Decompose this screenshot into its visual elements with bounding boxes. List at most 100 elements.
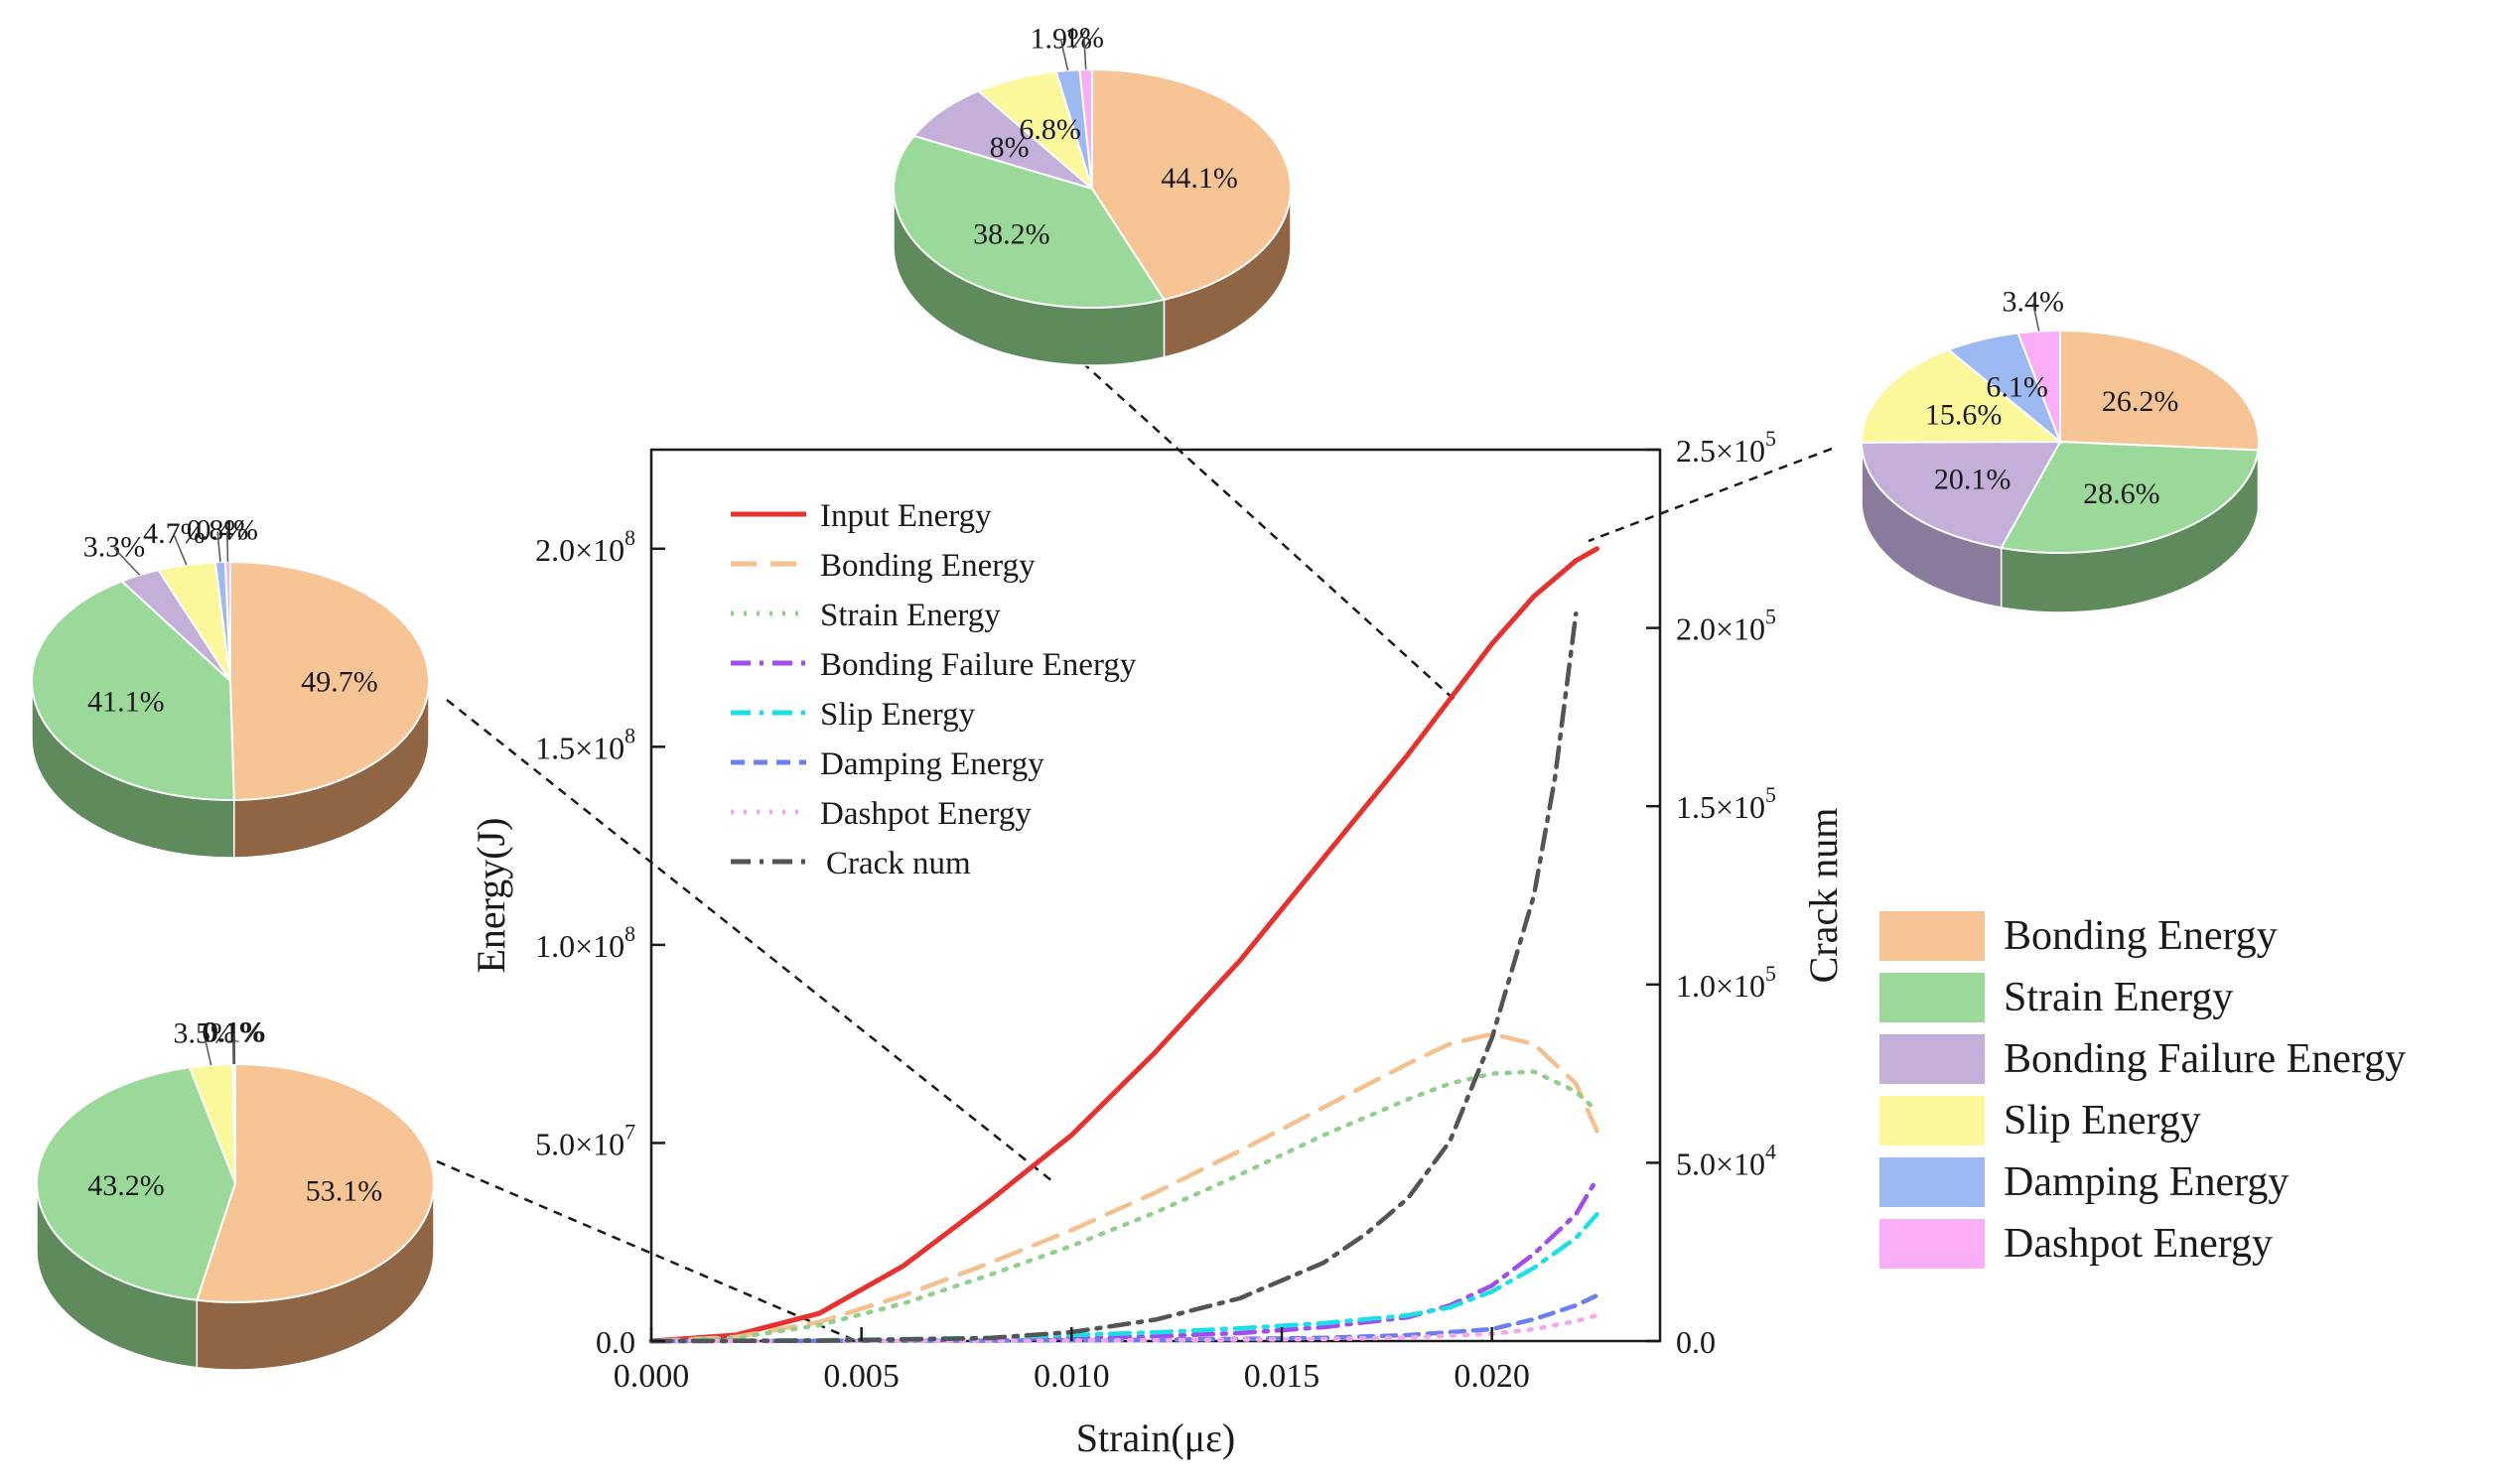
series-dashpot-energy [648,1312,1599,1344]
pie-value-label: 20.1% [1934,464,2011,496]
series-bonding-energy [648,1031,1599,1344]
pie-leader-line [2031,303,2040,332]
x-tick-label: 0.005 [823,1358,900,1395]
pie-leader-line [113,547,141,576]
pie-value-label: 43.2% [87,1169,165,1202]
y-tick-label: 1.0×108 [535,922,635,964]
pie-value-label: 28.6% [2083,477,2160,510]
y2-tick-label: 2.5×105 [1676,427,1776,469]
pie-slice [2000,440,2260,554]
pie-connector-lines [436,361,1833,1344]
pie-slice [229,560,430,801]
y2-axis-ticks: 0.0 5.0×104 1.0×105 1.5×105 2.0×105 2.5×105 [1646,427,1776,1360]
pie-leader-line [173,534,188,566]
line-chart: 0.000 0.005 0.010 0.015 0.020 0.0 5.0×107 1.0×… [469,427,1846,1460]
x-axis-ticks: 0.000 0.005 0.010 0.015 0.020 [614,1327,1530,1395]
pie-leader-line [226,531,229,563]
series-crack-num [648,610,1579,1344]
pie-value-label: 6.1% [1986,370,2048,403]
y-axis-ticks: 0.0 5.0×107 1.0×108 1.5×108 2.0×108 [535,526,665,1360]
pie-leader-line [216,531,221,563]
y2-tick-label: 5.0×104 [1676,1140,1776,1181]
pie-legend-swatch [1879,1034,1985,1084]
pie-slice [2016,329,2061,443]
pie-leader-line [231,1033,234,1065]
pie-value-label: 6.8% [1019,113,1081,146]
pie-slice [36,1066,237,1301]
legend-label: Strain Energy [820,598,1001,633]
pie-slice [2059,329,2260,452]
x-tick-label: 0.000 [614,1358,690,1395]
pie-value-label: 53.1% [306,1174,383,1207]
pie-chart: 26.2% 28.6% 20.1% 15.6%6.1% 3.4% [1860,285,2260,613]
pie-leader-line [1083,39,1087,70]
pie-legend-label: Slip Energy [2004,1098,2201,1144]
pie-value-label: 3.3% [83,530,146,563]
pie-value-label: 3.4% [2002,285,2064,318]
pie-slice [1860,348,2063,444]
pie-value-label: 3.5% [173,1017,235,1050]
pie-legend-swatch [1879,1157,1985,1207]
legend-label: Bonding Energy [820,548,1036,584]
pie-value-label: 38.2% [973,218,1050,251]
pie-value-label: 1.9% [1030,23,1092,56]
x-tick-label: 0.010 [1034,1358,1110,1395]
y2-axis-label: Crack num [1801,808,1846,984]
y-tick-label: 0.0 [596,1324,635,1360]
connector-line [1081,361,1456,701]
pie-legend-swatch [1879,973,1985,1022]
x-tick-label: 0.015 [1244,1358,1320,1395]
pie-value-label: 26.2% [2102,385,2179,418]
y-tick-label: 1.5×108 [535,724,635,765]
pie-slice [893,134,1167,309]
pie-legend-label: Bonding Energy [2004,913,2278,959]
y2-tick-label: 0.0 [1676,1324,1716,1360]
pie-value-label: 49.7% [301,665,378,698]
pie-value-label: 44.1% [1161,162,1238,195]
series-layer [648,546,1599,1344]
legend-label: Damping Energy [820,746,1044,782]
legend-label: Bonding Failure Energy [820,647,1137,683]
y-axis-label: Energy(J) [469,818,513,974]
y2-tick-label: 1.0×105 [1676,962,1776,1004]
pie-value-label: 8% [990,131,1030,164]
legend-label: Input Energy [820,498,992,534]
legend-label: Slip Energy [820,697,976,733]
pie-legend-swatch [1879,911,1985,961]
pie-legend-label: Damping Energy [2004,1159,2289,1205]
pie-slice [31,580,235,801]
pie-slice [232,1062,236,1184]
series-bonding-failure-energy [648,1176,1599,1344]
pie-slice [1860,440,2062,550]
plot-frame [649,448,1662,1343]
pie-slice [1091,67,1292,301]
legend-label: Dashpot Energy [820,796,1032,832]
pie-legend-swatch [1879,1096,1985,1146]
y2-tick-label: 1.5×105 [1676,783,1776,825]
legend-label: Crack num [826,846,971,881]
series-input-energy [648,546,1599,1344]
pie-value-label: 4.7% [143,517,206,550]
pie-chart: 49.7%41.1%3.3%4.7%0.8%0.4% [31,513,430,859]
series-strain-energy [648,1069,1599,1344]
pie-charts: 53.1%43.2%3.5%0.1%0.1%49.7%41.1%3.3%4.7%… [31,21,2260,1371]
pie-slice [223,560,231,682]
pie-chart: 53.1%43.2%3.5%0.1%0.1% [36,1015,435,1371]
connector-line [446,699,1053,1182]
y2-tick-label: 2.0×105 [1676,606,1776,647]
pie-value-label: 41.1% [87,685,165,718]
x-tick-label: 0.020 [1454,1358,1530,1395]
y-tick-label: 2.0×108 [535,526,635,568]
series-legend: Input Energy Bonding Energy Strain Energy B… [731,498,1137,881]
pie-legend-swatch [1879,1219,1985,1269]
pie-chart: 44.1%38.2%8%6.8%1.9%1% [893,21,1292,366]
pie-slice [911,89,1093,190]
pie-legend-label: Bonding Failure Energy [2004,1036,2406,1082]
pie-value-label: 15.6% [1925,398,2003,431]
pie-legend-label: Strain Energy [2004,975,2233,1020]
connector-line [1588,447,1833,543]
pie-value-label: 0.8% [187,514,249,547]
connector-line [436,1159,860,1344]
pie-leader-line [1059,40,1069,71]
